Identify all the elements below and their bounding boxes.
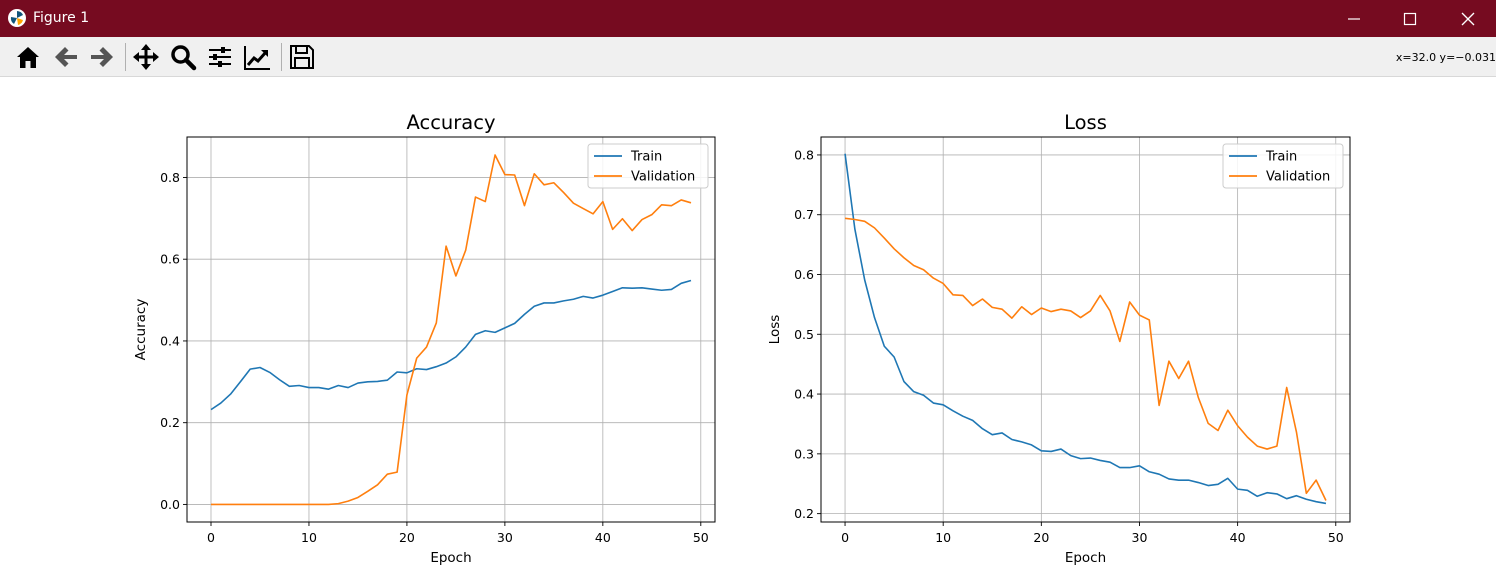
back-button[interactable] <box>50 41 82 73</box>
series-line-validation <box>211 154 692 506</box>
y-tick-label: 0.4 <box>794 387 814 402</box>
x-axis-label: Epoch <box>430 550 471 566</box>
y-tick-label: 0.4 <box>160 333 180 348</box>
edit-axis-button[interactable] <box>241 41 273 73</box>
back-icon <box>55 47 77 67</box>
legend-label-validation: Validation <box>1266 170 1330 185</box>
legend-frame <box>587 143 709 189</box>
legend-label-train: Train <box>1265 150 1297 165</box>
x-tick-label: 0 <box>207 530 215 545</box>
x-tick-label: 20 <box>399 530 415 545</box>
legend-label-validation: Validation <box>631 170 695 185</box>
x-tick-label: 30 <box>497 530 513 545</box>
x-tick-label: 10 <box>301 530 317 545</box>
edit-axis-icon <box>244 46 270 70</box>
axes-frame <box>186 136 716 523</box>
cursor-coordinates: x=32.0 y=−0.031 <box>1395 51 1496 64</box>
chart-title: Loss <box>1064 111 1107 134</box>
pan-icon <box>133 44 159 70</box>
x-axis-label: Epoch <box>1065 550 1106 566</box>
window-titlebar: Figure 1 <box>0 0 1496 37</box>
y-tick-label: 0.8 <box>160 170 180 185</box>
window-title: Figure 1 <box>33 10 90 26</box>
y-axis-label: Accuracy <box>133 299 149 361</box>
toolbar-separator <box>125 43 126 71</box>
close-button[interactable] <box>1440 0 1496 37</box>
toolbar-separator <box>281 43 282 71</box>
navigation-toolbar <box>0 37 1496 77</box>
configure-subplots-button[interactable] <box>204 41 236 73</box>
pan-button[interactable] <box>130 41 162 73</box>
matplotlib-logo-icon <box>8 9 26 27</box>
axes-frame <box>820 136 1351 523</box>
figure-canvas[interactable]: 0 10 20 30 40 50 0.0 0.2 0.4 0.6 0.8 Accuracy Epoch A… <box>0 77 1496 575</box>
legend-frame <box>1222 143 1344 189</box>
y-tick-label: 0.2 <box>160 415 180 430</box>
y-tick-label: 0.2 <box>794 506 814 521</box>
y-axis-label: Loss <box>767 315 783 345</box>
zoom-icon <box>171 45 197 71</box>
y-tick-label: 0.0 <box>160 497 180 512</box>
x-tick-label: 30 <box>1132 530 1148 545</box>
x-tick-label: 10 <box>935 530 951 545</box>
save-button[interactable] <box>286 41 318 73</box>
x-tick-label: 40 <box>1230 530 1246 545</box>
y-tick-label: 0.5 <box>794 327 814 342</box>
series-line-validation <box>844 217 1327 501</box>
zoom-button[interactable] <box>167 41 199 73</box>
legend-label-train: Train <box>630 150 662 165</box>
legend: Train Validation <box>587 143 709 189</box>
save-icon <box>290 45 314 69</box>
forward-button[interactable] <box>86 41 118 73</box>
x-tick-label: 0 <box>841 530 849 545</box>
chart-title: Accuracy <box>406 111 495 134</box>
minimize-icon <box>1348 18 1360 20</box>
close-icon <box>1461 12 1475 26</box>
x-tick-label: 50 <box>1328 530 1344 545</box>
y-tick-label: 0.7 <box>794 207 814 222</box>
minimize-button[interactable] <box>1326 0 1384 37</box>
home-icon <box>17 47 39 68</box>
series-line-train <box>844 153 1327 505</box>
home-button[interactable] <box>12 41 44 73</box>
y-tick-label: 0.6 <box>160 252 180 267</box>
maximize-button[interactable] <box>1382 0 1440 37</box>
x-tick-label: 20 <box>1033 530 1049 545</box>
series-line-train <box>210 279 692 411</box>
maximize-icon <box>1403 12 1417 26</box>
legend: Train Validation <box>1222 143 1344 189</box>
y-tick-label: 0.8 <box>794 147 814 162</box>
y-tick-label: 0.6 <box>794 267 814 282</box>
configure-subplots-icon <box>209 47 231 67</box>
axes-loss: 0 10 20 30 40 50 0.2 0.3 0.4 0.5 0.6 0.7 0.8 Loss Epoc… <box>767 111 1351 566</box>
x-tick-label: 50 <box>693 530 709 545</box>
forward-icon <box>91 47 113 67</box>
x-tick-label: 40 <box>595 530 611 545</box>
axes-accuracy: 0 10 20 30 40 50 0.0 0.2 0.4 0.6 0.8 Accuracy Epoch A… <box>133 111 716 566</box>
y-tick-label: 0.3 <box>794 446 814 461</box>
